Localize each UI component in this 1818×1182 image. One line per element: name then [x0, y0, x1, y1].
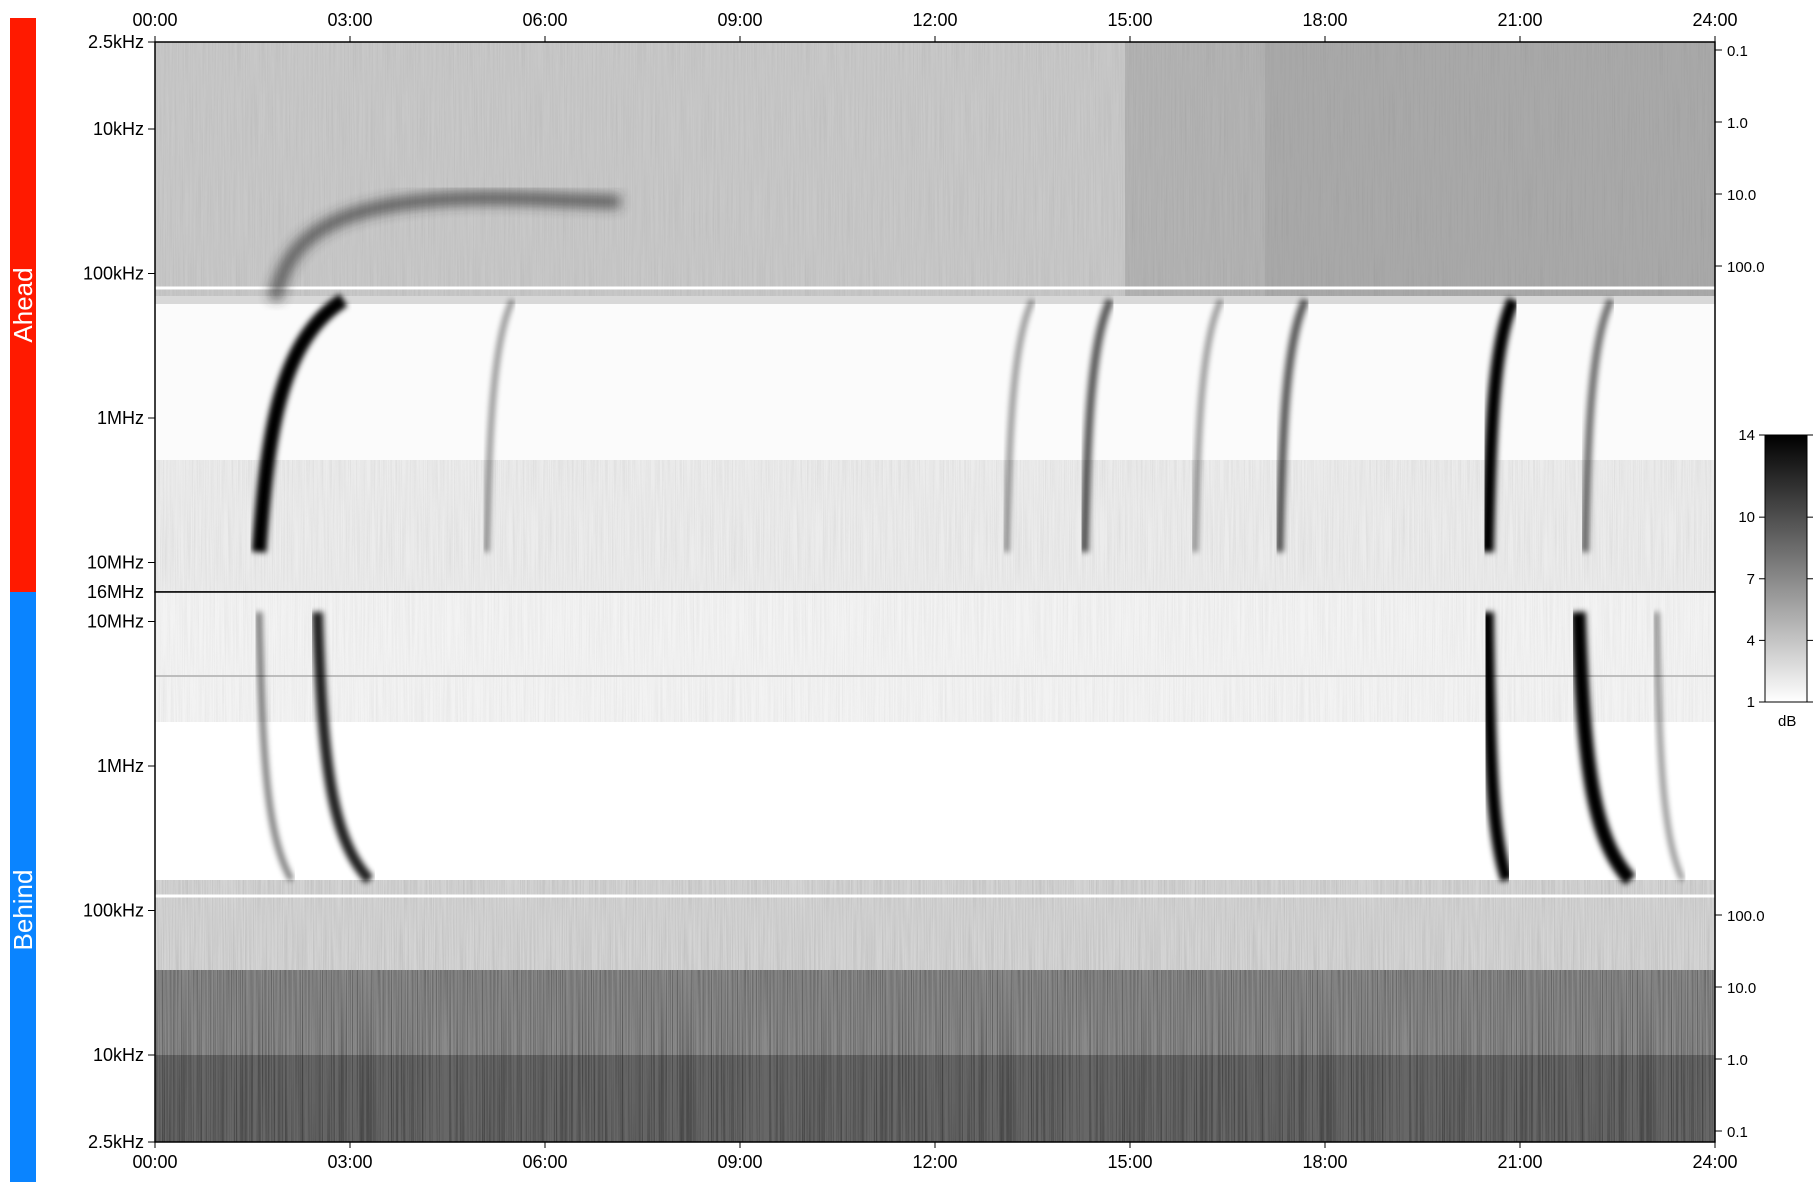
- x-tick-label-bottom: 06:00: [522, 1152, 567, 1172]
- x-tick-label-top: 21:00: [1497, 10, 1542, 30]
- radio-burst-behind: [1571, 611, 1636, 885]
- y-tick-label-ahead: 1MHz: [97, 408, 144, 428]
- x-tick-label-bottom: 09:00: [717, 1152, 762, 1172]
- y-tick-label-right-behind: 0.1: [1727, 1124, 1748, 1141]
- radio-burst-ahead: [1481, 297, 1520, 553]
- ahead-label: Ahead: [8, 267, 38, 342]
- y-tick-label-right-behind: 1.0: [1727, 1052, 1748, 1069]
- x-tick-label-top: 09:00: [717, 10, 762, 30]
- x-tick-label-top: 03:00: [327, 10, 372, 30]
- x-tick-label-bottom: 21:00: [1497, 1152, 1542, 1172]
- x-tick-label-top: 18:00: [1302, 10, 1347, 30]
- side-label-behind: Behind: [8, 592, 38, 1182]
- x-tick-label-bottom: 12:00: [912, 1152, 957, 1172]
- radio-burst-behind: [312, 611, 374, 884]
- radio-burst-behind: [1653, 611, 1686, 882]
- x-tick-label-top: 15:00: [1107, 10, 1152, 30]
- y-tick-label-right-behind: 100.0: [1727, 908, 1765, 925]
- colorbar-tick-label: 4: [1747, 632, 1755, 649]
- y-tick-label-behind: 100kHz: [83, 900, 144, 920]
- behind-label: Behind: [8, 870, 38, 951]
- y-tick-label-right-ahead: 1.0: [1727, 115, 1748, 132]
- radio-burst-ahead: [1581, 298, 1615, 553]
- colorbar-tick-label: 10: [1738, 509, 1755, 526]
- radio-burst-ahead: [1192, 298, 1224, 553]
- behind-spectrogram-panel: [155, 592, 1715, 1142]
- radio-burst-behind: [1481, 611, 1514, 883]
- y-tick-label-right-behind: 10.0: [1727, 980, 1756, 997]
- x-tick-label-bottom: 18:00: [1302, 1152, 1347, 1172]
- y-tick-label-ahead: 10MHz: [87, 553, 144, 573]
- x-tick-label-top: 12:00: [912, 10, 957, 30]
- y-tick-label-ahead: 10kHz: [93, 119, 144, 139]
- y-tick-label-right-ahead: 10.0: [1727, 187, 1756, 204]
- colorbar-tick-label: 1: [1747, 694, 1755, 711]
- colorbar: 14 10 7 4 1 dB: [1738, 427, 1813, 730]
- colorbar-tick-label: 14: [1738, 427, 1755, 444]
- x-axis-bottom: 00:00 03:00 06:00 09:00 12:00 15:00 18:00 21:00…: [132, 1142, 1738, 1172]
- radio-burst-ahead: [251, 293, 348, 553]
- x-axis-top: 00:00 03:00 06:00 09:00 12:00 15:00 18:00 21:00…: [132, 10, 1738, 42]
- x-tick-label-top: 06:00: [522, 10, 567, 30]
- radio-burst-ahead: [1275, 298, 1310, 553]
- radio-burst-ahead: [1080, 298, 1115, 553]
- ahead-spectrogram-panel: [155, 42, 1715, 592]
- x-tick-label-bottom: 00:00: [132, 1152, 177, 1172]
- side-label-ahead: Ahead: [8, 18, 38, 592]
- y-axis-right-ahead: 0.1 1.0 10.0 100.0: [1715, 43, 1765, 276]
- y-tick-label-behind: 10kHz: [93, 1045, 144, 1065]
- y-tick-label-right-ahead: 100.0: [1727, 259, 1765, 276]
- y-tick-label-behind: 10MHz: [87, 611, 144, 631]
- y-tick-label-behind: 1MHz: [97, 756, 144, 776]
- y-axis-left-behind: 10MHz 1MHz 100kHz 10kHz 2.5kHz: [83, 611, 155, 1152]
- colorbar-gradient: [1764, 434, 1808, 703]
- x-tick-label-bottom: 03:00: [327, 1152, 372, 1172]
- colorbar-unit: dB: [1778, 713, 1796, 730]
- colorbar-tick-label: 7: [1747, 571, 1755, 588]
- radio-burst-behind: [255, 611, 295, 882]
- x-tick-label-bottom: 15:00: [1107, 1152, 1152, 1172]
- y-tick-label-behind: 2.5kHz: [88, 1132, 144, 1152]
- y-tick-label-ahead: 2.5kHz: [88, 32, 144, 52]
- x-tick-label-top: 00:00: [132, 10, 177, 30]
- y-tick-label-right-ahead: 0.1: [1727, 43, 1748, 60]
- y-bottom-label-ahead: 16MHz: [87, 582, 144, 602]
- y-tick-label-ahead: 100kHz: [83, 264, 144, 284]
- y-axis-right-behind: 100.0 10.0 1.0 0.1: [1715, 908, 1765, 1141]
- radio-burst-ahead: [1003, 298, 1036, 553]
- x-tick-label-bottom: 24:00: [1692, 1152, 1737, 1172]
- y-axis-left-ahead: 2.5kHz 10kHz 100kHz 1MHz 10MHz 16MHz: [83, 32, 155, 602]
- radio-burst-ahead: [483, 298, 516, 553]
- x-tick-label-top: 24:00: [1692, 10, 1737, 30]
